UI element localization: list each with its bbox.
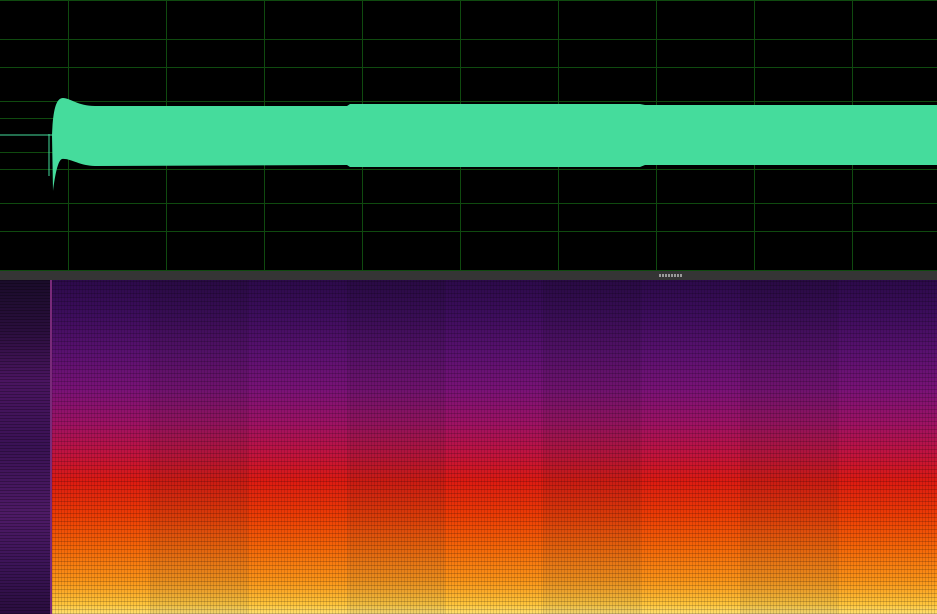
spectrogram-segment	[52, 280, 150, 614]
spectrogram-silence-region	[0, 280, 50, 614]
spectrogram-view[interactable]	[0, 280, 937, 614]
spectrogram-segment	[347, 280, 445, 614]
spectrogram-segment	[543, 280, 641, 614]
spectrogram-segment	[641, 280, 740, 614]
spectrogram-segment	[445, 280, 543, 614]
view-splitter[interactable]	[0, 271, 937, 280]
waveform-canvas	[0, 0, 937, 271]
spectrogram-onset-marker	[50, 280, 52, 614]
spectrogram-segment	[740, 280, 838, 614]
spectrogram-segment	[150, 280, 248, 614]
splitter-grip-icon[interactable]	[659, 274, 683, 277]
spectrogram-segment	[838, 280, 937, 614]
waveform-view[interactable]	[0, 0, 937, 271]
waveform-envelope	[52, 98, 937, 191]
spectrogram-segment	[248, 280, 347, 614]
